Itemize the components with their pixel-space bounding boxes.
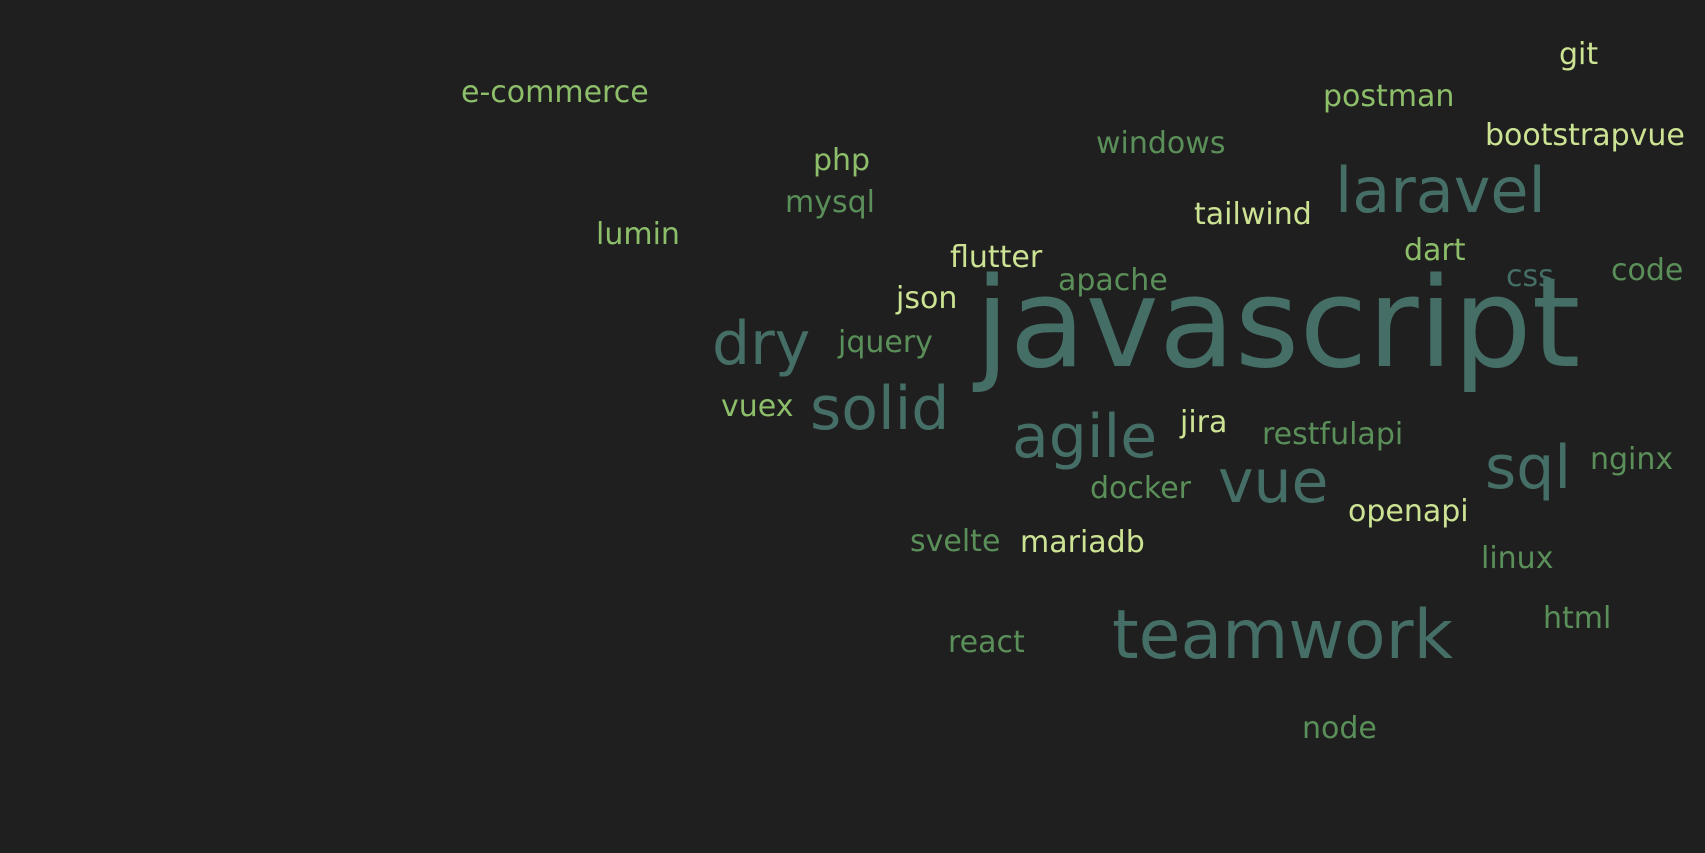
- word-apache[interactable]: apache: [1058, 263, 1168, 298]
- word-html[interactable]: html: [1543, 601, 1612, 636]
- word-mariadb[interactable]: mariadb: [1020, 525, 1145, 560]
- word-openapi[interactable]: openapi: [1348, 494, 1469, 529]
- word-restfulapi[interactable]: restfulapi: [1262, 417, 1404, 452]
- word-postman[interactable]: postman: [1323, 79, 1455, 114]
- word-jira[interactable]: jira: [1180, 405, 1228, 440]
- word-node[interactable]: node: [1302, 711, 1377, 746]
- word-css[interactable]: css: [1506, 259, 1554, 294]
- word-php[interactable]: php: [813, 143, 871, 178]
- word-vuex[interactable]: vuex: [721, 389, 794, 424]
- word-solid[interactable]: solid: [810, 374, 950, 444]
- word-dry[interactable]: dry: [712, 309, 811, 379]
- word-bootstrapvue[interactable]: bootstrapvue: [1485, 118, 1685, 153]
- word-svelte[interactable]: svelte: [910, 524, 1001, 559]
- word-docker[interactable]: docker: [1090, 471, 1191, 506]
- word-react[interactable]: react: [948, 625, 1025, 660]
- word-windows[interactable]: windows: [1096, 126, 1226, 161]
- word-vue[interactable]: vue: [1218, 447, 1329, 517]
- word-flutter[interactable]: flutter: [950, 240, 1043, 275]
- word-tailwind[interactable]: tailwind: [1194, 197, 1312, 232]
- word-json[interactable]: json: [896, 281, 958, 316]
- word-git[interactable]: git: [1559, 37, 1599, 72]
- word-mysql[interactable]: mysql: [785, 185, 875, 220]
- word-dart[interactable]: dart: [1404, 233, 1466, 268]
- word-nginx[interactable]: nginx: [1590, 442, 1674, 477]
- word-laravel[interactable]: laravel: [1335, 154, 1546, 227]
- word-agile[interactable]: agile: [1012, 402, 1158, 472]
- word-code[interactable]: code: [1611, 253, 1684, 288]
- word-sql[interactable]: sql: [1485, 433, 1572, 503]
- word-linux[interactable]: linux: [1481, 541, 1554, 576]
- word-jquery[interactable]: jquery: [838, 325, 933, 360]
- word-e-commerce[interactable]: e-commerce: [461, 75, 649, 110]
- word-javascript[interactable]: javascript: [975, 252, 1581, 396]
- word-lumin[interactable]: lumin: [596, 217, 680, 252]
- word-teamwork[interactable]: teamwork: [1112, 596, 1453, 675]
